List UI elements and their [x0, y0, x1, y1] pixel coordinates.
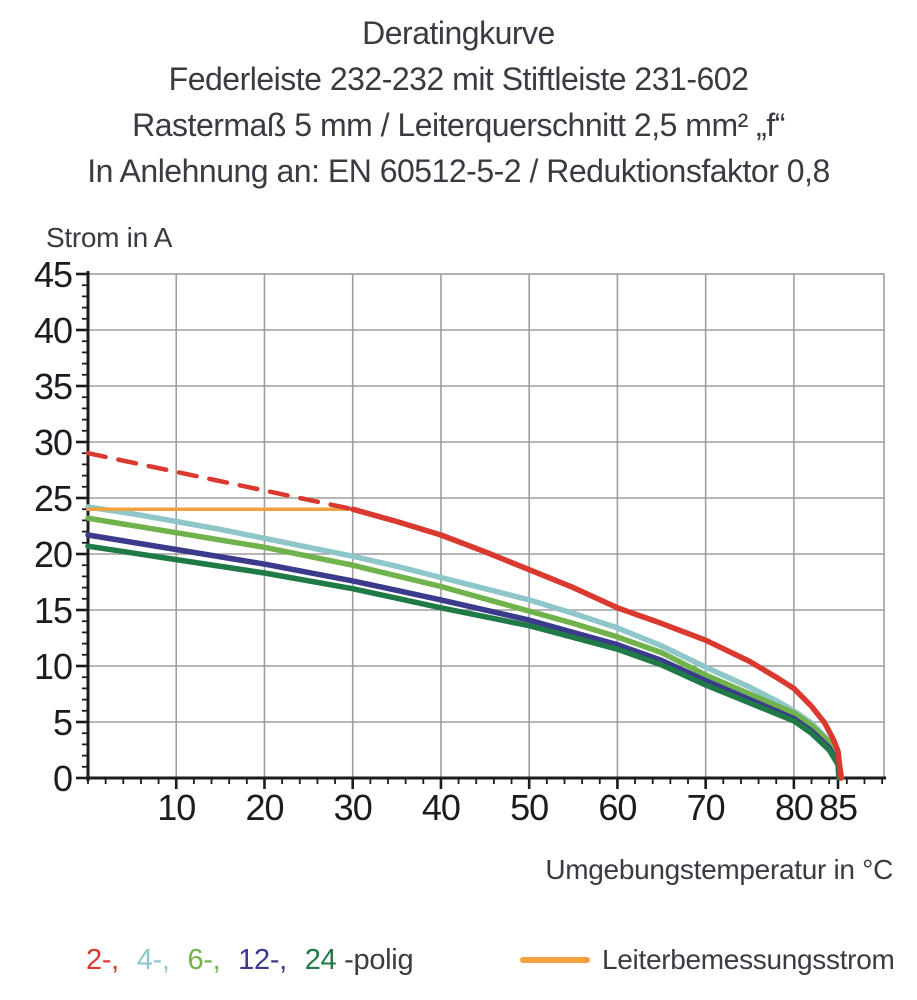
x-tick-label: 20	[245, 787, 283, 828]
legend-item-4-polig: 4-,	[136, 944, 170, 976]
curve-12-polig	[85, 532, 843, 781]
x-axis-title: Umgebungstemperatur in °C	[545, 854, 893, 885]
rated-current-line-swatch	[520, 957, 590, 963]
chart-title-line4: In Anlehnung an: EN 60512-5-2 / Reduktio…	[87, 153, 830, 189]
chart-title-line1: Deratingkurve	[362, 15, 555, 51]
legend-item-24: 24	[304, 944, 337, 976]
rated-current-legend: Leiterbemessungsstrom	[520, 944, 895, 976]
pole-count-legend: 2-, 4-, 6-, 12-, 24 -polig	[86, 944, 414, 977]
legend-item-2-polig: 2-,	[86, 944, 119, 976]
x-tick-label: 85	[819, 787, 857, 828]
y-tick-label: 15	[34, 590, 72, 631]
curve-6-polig	[85, 515, 845, 781]
legend-item-6-polig: 6-,	[187, 944, 221, 976]
y-tick-label: 25	[34, 478, 72, 519]
chart-title-line3: Rastermaß 5 mm / Leiterquerschnitt 2,5 m…	[132, 107, 785, 143]
y-tick-label: 45	[34, 254, 72, 295]
x-tick-label: 40	[422, 787, 460, 828]
curve-24-polig	[85, 543, 842, 781]
x-tick-label: 30	[334, 787, 372, 828]
y-tick-label: 35	[34, 366, 72, 407]
y-tick-label: 20	[34, 534, 72, 575]
y-tick-label: 10	[34, 646, 72, 687]
y-tick-label: 40	[34, 310, 72, 351]
y-tick-label: 0	[53, 758, 72, 799]
chart-title-block: Deratingkurve Federleiste 232-232 mit St…	[0, 10, 917, 194]
x-tick-label: 10	[157, 787, 195, 828]
y-tick-label: 5	[53, 702, 72, 743]
curve-2-polig	[349, 506, 844, 781]
chart-title-line2: Federleiste 232-232 mit Stiftleiste 231-…	[168, 61, 749, 97]
rated-current-label: Leiterbemessungsstrom	[602, 944, 895, 975]
x-tick-label: 80	[775, 787, 813, 828]
curve-4-polig	[85, 504, 843, 781]
curve-2-polig-ohne-reduktionsfaktor	[85, 450, 355, 512]
legend-item-12-polig: 12-,	[238, 944, 287, 976]
x-tick-label: 50	[510, 787, 548, 828]
x-tick-label: 60	[598, 787, 636, 828]
y-tick-label: 30	[34, 422, 72, 463]
x-tick-label: 70	[687, 787, 725, 828]
y-axis-title: Strom in A	[46, 222, 173, 253]
legend-item-polig-suffix: -polig	[344, 944, 414, 976]
